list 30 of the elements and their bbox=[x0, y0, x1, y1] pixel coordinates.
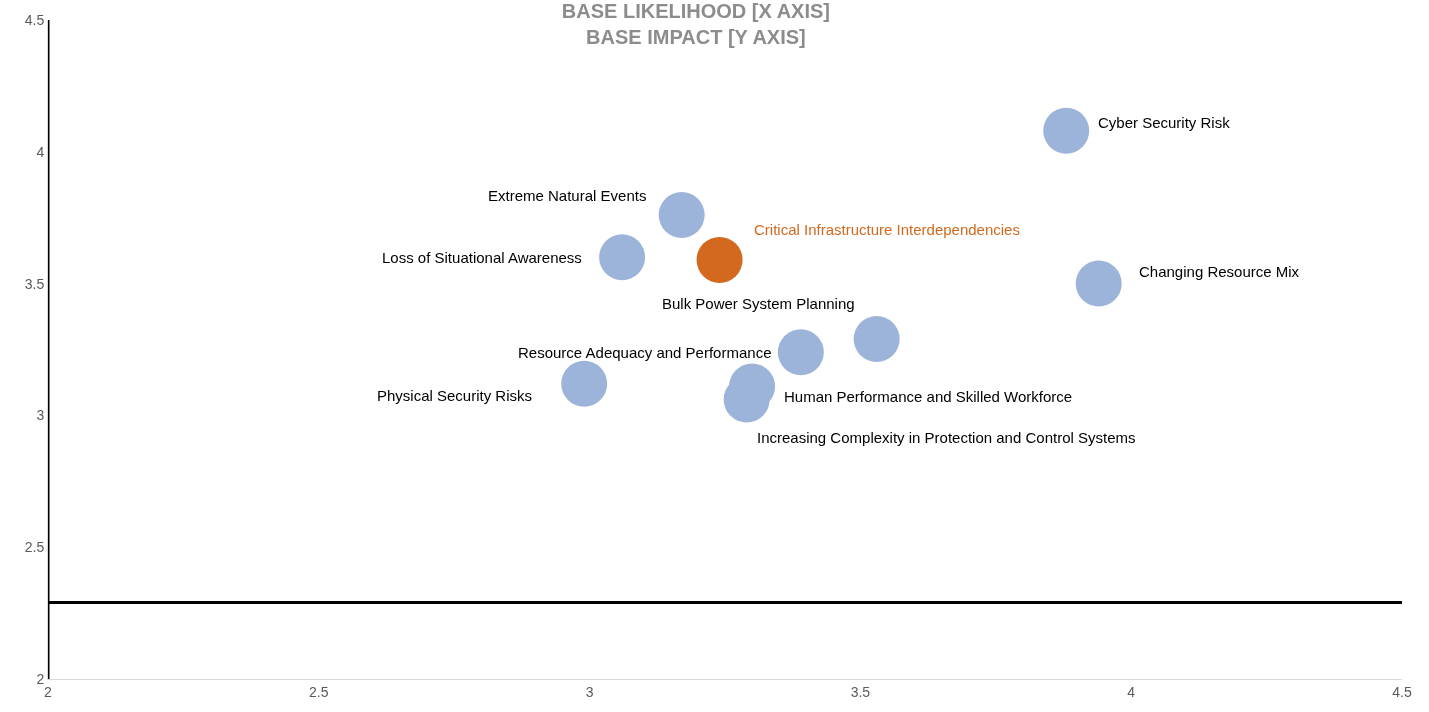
series-label: Physical Security Risks bbox=[377, 387, 533, 404]
series-label: Critical Infrastructure Interdependencies bbox=[754, 221, 1020, 238]
x-tick-label: 3.5 bbox=[850, 683, 871, 700]
point bbox=[853, 315, 900, 362]
x-tick-label: 4.5 bbox=[1392, 683, 1412, 700]
point bbox=[561, 360, 608, 407]
series-label: Loss of Situational Awareness bbox=[382, 249, 582, 266]
point bbox=[599, 234, 646, 281]
series-label: Extreme Natural Events bbox=[488, 187, 647, 204]
y-tick-label: 2.5 bbox=[24, 539, 45, 556]
y-tick-label: 2 bbox=[36, 670, 45, 687]
point bbox=[777, 329, 824, 376]
series-label: Changing Resource Mix bbox=[1139, 263, 1300, 280]
series-label: Cyber Security Risk bbox=[1098, 114, 1231, 131]
series-label: Bulk Power System Planning bbox=[662, 295, 855, 312]
y-tick-label: 3.5 bbox=[24, 275, 45, 292]
series-label: Human Performance and Skilled Workforce bbox=[784, 388, 1073, 405]
x-tick-label: 3 bbox=[585, 683, 594, 700]
point bbox=[1043, 107, 1090, 154]
y-tick-label: 3 bbox=[36, 407, 45, 424]
point bbox=[658, 192, 705, 239]
point bbox=[696, 236, 743, 283]
point bbox=[1075, 260, 1122, 307]
y-tick-label: 4 bbox=[36, 143, 45, 160]
x-tick-label: 4 bbox=[1127, 683, 1136, 700]
x-tick-label: 2.5 bbox=[309, 683, 329, 700]
series-label: Increasing Complexity in Protection and Control Systems bbox=[757, 429, 1136, 446]
y-tick-label: 4.5 bbox=[24, 11, 45, 28]
chart-title: BASE LIKELIHOOD [X AXIS] BASE IMPACT [Y AXIS] bbox=[561, 0, 831, 48]
series-label: Resource Adequacy and Performance bbox=[518, 344, 772, 361]
